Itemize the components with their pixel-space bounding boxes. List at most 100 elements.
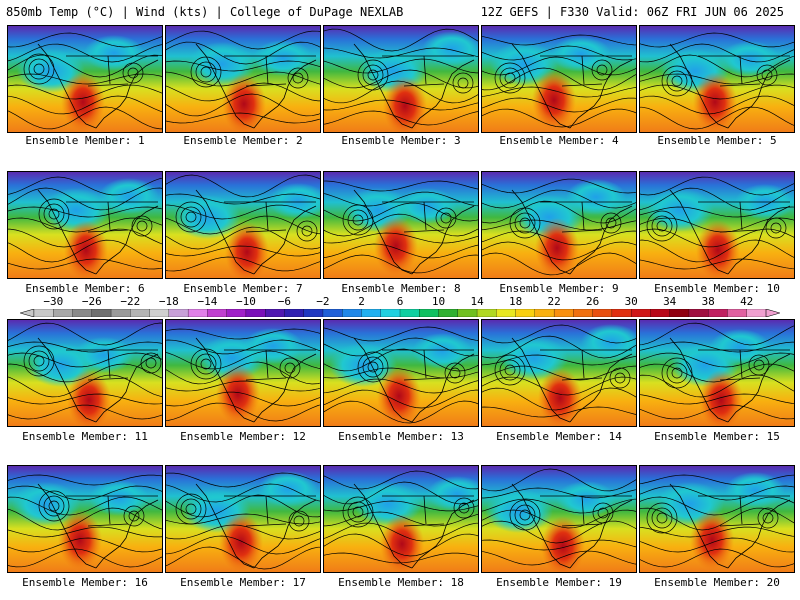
height-contours [640,322,794,420]
temperature-field-map [8,466,162,572]
coastline-borders [37,483,159,569]
temperature-field-map [324,466,478,572]
colorbar-bin [650,309,671,317]
ensemble-member-label: Ensemble Member: 9 [499,282,619,295]
colorbar-bin [361,309,382,317]
coastline-borders [353,189,475,275]
colorbar-bin [573,309,594,317]
cool-air-region [268,183,320,219]
warm-air-region [380,514,424,572]
colorbar-bin [168,309,189,317]
temperature-field-map [166,26,320,132]
warm-air-region [216,364,260,424]
temperature-field-map [8,172,162,278]
ensemble-member-label: Ensemble Member: 5 [657,134,777,147]
colorbar-bin [727,309,748,317]
ensemble-map-panel [323,171,479,279]
warm-air-region [532,70,576,130]
height-contours [324,470,478,564]
ensemble-map-panel [639,25,795,133]
colorbar-bin [399,309,420,317]
temperature-field-map [482,172,636,278]
colorbar-bin [457,309,478,317]
colorbar-bin [438,309,459,317]
warm-air-region [61,72,105,132]
height-contours [8,32,162,130]
warm-air-region [696,220,740,278]
warm-air-region [535,218,579,278]
height-contours [8,322,162,420]
colorbar-tick-label: 10 [431,295,446,308]
temperature-field-map [166,172,320,278]
ensemble-map-panel [323,25,479,133]
height-contours [166,328,320,422]
ensemble-member-label: Ensemble Member: 4 [499,134,619,147]
cool-air-region [725,472,785,508]
colorbar-bin [380,309,401,317]
colorbar-tick-label: −10 [235,295,256,308]
colorbar-bin [419,309,439,317]
colorbar-tick-label: 38 [701,295,715,308]
ensemble-map-panel [639,319,795,427]
colorbar-bin [33,309,54,317]
temperature-field-map [640,320,794,426]
height-contours [482,178,636,276]
colorbar-bin [669,309,690,317]
colorbar-tick-label: −14 [197,295,218,308]
coastline-borders [37,337,159,423]
colorbar-bin [746,309,767,317]
colorbar-tick-label: −6 [277,295,292,308]
colorbar-bin [496,309,517,317]
height-contours [166,30,320,124]
colorbar-bin [91,309,112,317]
coastline-borders [669,189,791,275]
cool-air-region [710,329,770,365]
colorbar-tick-label: −26 [81,295,102,308]
chart-title: 850mb Temp (°C) | Wind (kts) | College o… [6,5,404,19]
colorbar-tick-label: −30 [43,295,64,308]
ensemble-member-label: Ensemble Member: 12 [180,430,306,443]
colorbar-bin [534,309,555,317]
ensemble-map-panel [7,319,163,427]
cool-air-region [412,333,472,369]
colorbar-bin [515,309,536,317]
ensemble-map-panel [639,465,795,573]
cool-air-region [556,481,616,517]
temperature-field-map [324,172,478,278]
colorbar-bin [708,309,728,317]
ensemble-member-label: Ensemble Member: 7 [183,282,303,295]
colorbar-bin [592,309,613,317]
ensemble-member-label: Ensemble Member: 13 [338,430,464,443]
colorbar-tick-label: 42 [740,295,754,308]
cool-air-region [74,337,134,373]
warm-air-region [64,220,108,278]
height-contours [482,34,636,128]
warm-air-region [225,222,269,278]
height-contours [640,474,794,568]
ensemble-member-label: Ensemble Member: 19 [496,576,622,589]
cool-air-region [12,482,80,526]
coastline-borders [511,483,633,569]
colorbar-bin [72,309,93,317]
warm-air-region [377,366,421,426]
colorbar-min-arrow [20,309,35,317]
warm-air-region [222,74,266,132]
height-contours [166,174,320,272]
temperature-field-map [640,26,794,132]
height-contours [8,474,162,568]
colorbar-bin [631,309,651,317]
coastline-borders [669,483,791,569]
colorbar-bin [149,309,170,317]
colorbar-scale [20,309,780,317]
ensemble-member-label: Ensemble Member: 15 [654,430,780,443]
warm-air-region [67,370,111,426]
cool-air-region [84,35,144,71]
coastline-borders [669,337,791,423]
colorbar-bin [245,309,266,317]
ensemble-map-panel [165,25,321,133]
ensemble-map-panel [165,319,321,427]
ensemble-member-label: Ensemble Member: 11 [22,430,148,443]
ensemble-member-label: Ensemble Member: 1 [25,134,145,147]
colorbar-bin [611,309,632,317]
colorbar-bin [187,309,208,317]
